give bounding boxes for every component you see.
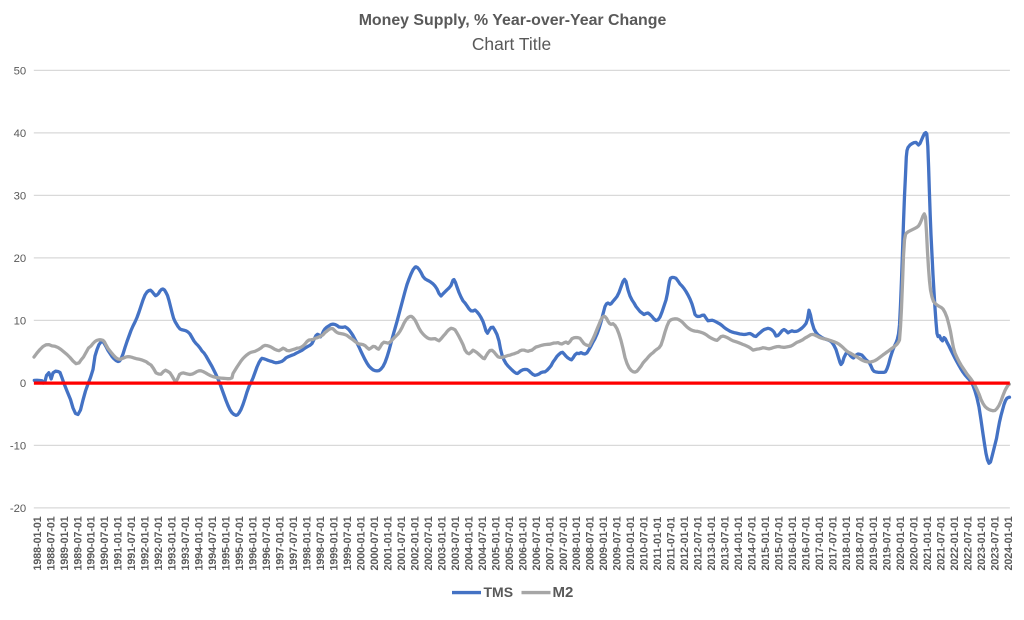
svg-text:2022-01-01: 2022-01-01 bbox=[949, 516, 961, 570]
svg-text:2006-07-01: 2006-07-01 bbox=[531, 516, 543, 570]
svg-text:2015-07-01: 2015-07-01 bbox=[774, 516, 786, 570]
svg-text:2010-01-01: 2010-01-01 bbox=[625, 516, 637, 570]
svg-text:2014-07-01: 2014-07-01 bbox=[747, 516, 759, 570]
svg-text:1997-01-01: 1997-01-01 bbox=[275, 516, 287, 570]
svg-text:1990-01-01: 1990-01-01 bbox=[86, 516, 98, 570]
svg-text:2021-07-01: 2021-07-01 bbox=[935, 516, 947, 570]
svg-text:2014-01-01: 2014-01-01 bbox=[733, 516, 745, 570]
svg-text:1993-01-01: 1993-01-01 bbox=[167, 516, 179, 570]
svg-text:-10: -10 bbox=[10, 441, 26, 453]
svg-text:2010-07-01: 2010-07-01 bbox=[639, 516, 651, 570]
svg-text:2012-07-01: 2012-07-01 bbox=[693, 516, 705, 570]
svg-text:1998-01-01: 1998-01-01 bbox=[302, 516, 314, 570]
svg-text:2003-01-01: 2003-01-01 bbox=[436, 516, 448, 570]
svg-text:2022-07-01: 2022-07-01 bbox=[962, 516, 974, 570]
svg-text:2018-01-01: 2018-01-01 bbox=[841, 516, 853, 570]
svg-text:50: 50 bbox=[14, 66, 27, 78]
svg-text:1989-07-01: 1989-07-01 bbox=[72, 516, 84, 570]
svg-text:2011-01-01: 2011-01-01 bbox=[652, 517, 664, 571]
svg-text:2020-07-01: 2020-07-01 bbox=[908, 516, 920, 570]
svg-text:2024-01-01: 2024-01-01 bbox=[1003, 516, 1015, 570]
svg-text:1988-07-01: 1988-07-01 bbox=[45, 516, 57, 570]
svg-text:40: 40 bbox=[14, 128, 27, 140]
svg-text:1990-07-01: 1990-07-01 bbox=[99, 516, 111, 570]
svg-text:1998-07-01: 1998-07-01 bbox=[315, 516, 327, 570]
svg-text:2019-01-01: 2019-01-01 bbox=[868, 516, 880, 570]
svg-text:2003-07-01: 2003-07-01 bbox=[450, 516, 462, 570]
svg-text:2016-01-01: 2016-01-01 bbox=[787, 516, 799, 570]
svg-text:2018-07-01: 2018-07-01 bbox=[854, 516, 866, 570]
svg-text:2013-07-01: 2013-07-01 bbox=[720, 516, 732, 570]
svg-text:2008-01-01: 2008-01-01 bbox=[571, 516, 583, 570]
svg-text:2009-01-01: 2009-01-01 bbox=[598, 516, 610, 570]
svg-text:2006-01-01: 2006-01-01 bbox=[517, 516, 529, 570]
svg-text:1991-07-01: 1991-07-01 bbox=[126, 516, 138, 570]
svg-text:30: 30 bbox=[14, 191, 27, 203]
svg-text:2000-07-01: 2000-07-01 bbox=[369, 516, 381, 570]
svg-text:2017-01-01: 2017-01-01 bbox=[814, 516, 826, 570]
svg-text:2015-01-01: 2015-01-01 bbox=[760, 516, 772, 570]
svg-text:2004-01-01: 2004-01-01 bbox=[463, 516, 475, 570]
svg-text:2007-07-01: 2007-07-01 bbox=[558, 516, 570, 570]
svg-text:1997-07-01: 1997-07-01 bbox=[288, 516, 300, 570]
svg-text:2005-07-01: 2005-07-01 bbox=[504, 516, 516, 570]
svg-text:1996-01-01: 1996-01-01 bbox=[248, 516, 260, 570]
svg-text:TMS: TMS bbox=[484, 584, 514, 600]
svg-text:2002-01-01: 2002-01-01 bbox=[409, 516, 421, 570]
svg-text:2016-07-01: 2016-07-01 bbox=[801, 516, 813, 570]
svg-text:2013-01-01: 2013-01-01 bbox=[706, 516, 718, 570]
svg-text:2008-07-01: 2008-07-01 bbox=[585, 516, 597, 570]
svg-text:1996-07-01: 1996-07-01 bbox=[261, 516, 273, 570]
svg-text:20: 20 bbox=[14, 253, 27, 265]
svg-text:2019-07-01: 2019-07-01 bbox=[881, 516, 893, 570]
svg-text:2009-07-01: 2009-07-01 bbox=[612, 516, 624, 570]
svg-text:0: 0 bbox=[20, 378, 26, 390]
svg-text:2004-07-01: 2004-07-01 bbox=[477, 516, 489, 570]
svg-text:1992-07-01: 1992-07-01 bbox=[153, 516, 165, 570]
svg-text:2017-07-01: 2017-07-01 bbox=[827, 516, 839, 570]
svg-text:2011-07-01: 2011-07-01 bbox=[666, 517, 678, 571]
svg-text:2005-01-01: 2005-01-01 bbox=[490, 516, 502, 570]
svg-text:1994-01-01: 1994-01-01 bbox=[194, 516, 206, 570]
svg-text:2000-01-01: 2000-01-01 bbox=[355, 516, 367, 570]
svg-text:M2: M2 bbox=[553, 584, 574, 601]
svg-text:2021-01-01: 2021-01-01 bbox=[922, 516, 934, 570]
svg-text:2012-01-01: 2012-01-01 bbox=[679, 516, 691, 570]
svg-text:1993-07-01: 1993-07-01 bbox=[180, 516, 192, 570]
svg-text:2001-07-01: 2001-07-01 bbox=[396, 516, 408, 570]
svg-text:Chart Title: Chart Title bbox=[472, 34, 551, 54]
svg-text:1992-01-01: 1992-01-01 bbox=[140, 516, 152, 570]
svg-text:1989-01-01: 1989-01-01 bbox=[59, 516, 71, 570]
svg-text:2001-01-01: 2001-01-01 bbox=[382, 516, 394, 570]
svg-text:1991-01-01: 1991-01-01 bbox=[113, 516, 125, 570]
svg-text:1994-07-01: 1994-07-01 bbox=[207, 516, 219, 570]
svg-text:1988-01-01: 1988-01-01 bbox=[32, 516, 44, 570]
svg-text:1999-01-01: 1999-01-01 bbox=[328, 516, 340, 570]
svg-text:-20: -20 bbox=[10, 503, 26, 515]
svg-text:2020-01-01: 2020-01-01 bbox=[895, 516, 907, 570]
svg-text:1995-01-01: 1995-01-01 bbox=[221, 516, 233, 570]
svg-text:2023-01-01: 2023-01-01 bbox=[976, 516, 988, 570]
svg-text:1999-07-01: 1999-07-01 bbox=[342, 516, 354, 570]
svg-text:Money Supply, % Year-over-Year: Money Supply, % Year-over-Year Change bbox=[359, 12, 667, 29]
svg-text:2007-01-01: 2007-01-01 bbox=[544, 516, 556, 570]
svg-text:10: 10 bbox=[14, 316, 27, 328]
svg-text:1995-07-01: 1995-07-01 bbox=[234, 516, 246, 570]
svg-text:2002-07-01: 2002-07-01 bbox=[423, 516, 435, 570]
svg-text:2023-07-01: 2023-07-01 bbox=[989, 516, 1001, 570]
